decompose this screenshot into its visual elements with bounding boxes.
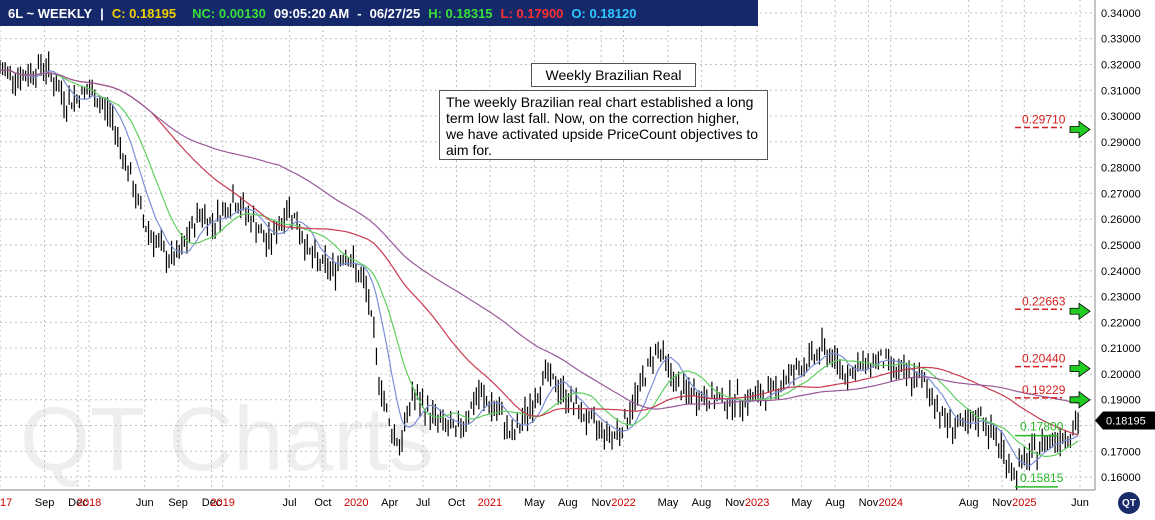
open-value: O: 0.18120 bbox=[571, 5, 637, 21]
x-tick-label: Apr bbox=[381, 497, 398, 509]
chart-title-box: Weekly Brazilian Real bbox=[531, 63, 696, 87]
x-tick-label: Jun bbox=[1071, 497, 1089, 509]
y-tick-label: 0.22000 bbox=[1101, 317, 1141, 329]
objective-arrow-icon bbox=[1069, 120, 1091, 139]
y-tick-label: 0.33000 bbox=[1101, 34, 1141, 46]
date-value: 06/27/25 bbox=[369, 5, 421, 21]
y-tick-label: 0.28000 bbox=[1101, 163, 1141, 175]
x-tick-label: May bbox=[791, 497, 812, 509]
objective-label: 0.29710 bbox=[1022, 113, 1066, 127]
green-level-label: 0.17800 bbox=[1020, 420, 1064, 434]
x-tick-label: Aug bbox=[825, 497, 845, 509]
objective-label: 0.20440 bbox=[1022, 352, 1066, 366]
y-tick-label: 0.25000 bbox=[1101, 240, 1141, 252]
time-value: 09:05:20 AM bbox=[273, 5, 350, 21]
x-tick-label: Sep bbox=[168, 497, 188, 509]
y-tick-label: 0.24000 bbox=[1101, 266, 1141, 278]
moving-average-long bbox=[0, 69, 1079, 410]
x-tick-label: Oct bbox=[314, 497, 331, 509]
y-tick-label: 0.16000 bbox=[1101, 472, 1141, 484]
x-tick-label: Nov bbox=[591, 497, 611, 509]
objective-arrow-icon bbox=[1069, 359, 1091, 378]
chart-title: Weekly Brazilian Real bbox=[545, 67, 682, 83]
x-tick-label: Jul bbox=[282, 497, 296, 509]
y-tick-label: 0.23000 bbox=[1101, 292, 1141, 304]
x-tick-label: May bbox=[524, 497, 545, 509]
objective-label: 0.19229 bbox=[1022, 383, 1066, 397]
objective-label: 0.22663 bbox=[1022, 294, 1066, 308]
y-tick-label: 0.20000 bbox=[1101, 369, 1141, 381]
x-tick-label: 2017 bbox=[0, 497, 12, 509]
x-tick-label: Aug bbox=[692, 497, 712, 509]
y-tick-label: 0.30000 bbox=[1101, 111, 1141, 123]
x-tick-label: 2019 bbox=[210, 497, 234, 509]
quote-header: 6L ~ WEEKLY | C: 0.18195 NC: 0.00130 09:… bbox=[0, 0, 758, 26]
close-value: C: 0.18195 bbox=[111, 5, 177, 21]
moving-average-slow bbox=[0, 69, 1079, 436]
x-tick-label: Aug bbox=[959, 497, 979, 509]
y-tick-label: 0.34000 bbox=[1101, 8, 1141, 20]
x-tick-label: Jun bbox=[136, 497, 154, 509]
qt-logo-icon[interactable]: QT bbox=[1118, 492, 1140, 514]
y-tick-label: 0.31000 bbox=[1101, 85, 1141, 97]
objective-arrow-icon bbox=[1069, 391, 1091, 409]
x-tick-label: Oct bbox=[448, 497, 465, 509]
x-tick-label: Nov bbox=[859, 497, 879, 509]
y-tick-label: 0.17000 bbox=[1101, 446, 1141, 458]
y-tick-label: 0.32000 bbox=[1101, 59, 1141, 71]
x-tick-label: 2023 bbox=[745, 497, 769, 509]
high-value: H: 0.18315 bbox=[428, 5, 493, 21]
x-tick-label: Dec bbox=[202, 497, 222, 509]
x-tick-label: Nov bbox=[725, 497, 745, 509]
y-tick-label: 0.19000 bbox=[1101, 395, 1141, 407]
x-tick-label: Sep bbox=[35, 497, 55, 509]
moving-average-fast bbox=[0, 69, 1079, 467]
x-tick-label: Aug bbox=[558, 497, 578, 509]
x-tick-label: 2025 bbox=[1012, 497, 1036, 509]
x-tick-label: May bbox=[658, 497, 679, 509]
y-tick-label: 0.26000 bbox=[1101, 214, 1141, 226]
low-value: L: 0.17900 bbox=[500, 5, 564, 21]
objective-arrow-icon bbox=[1069, 302, 1091, 321]
x-tick-label: 2024 bbox=[878, 497, 902, 509]
x-tick-label: 2020 bbox=[344, 497, 368, 509]
separator: | bbox=[100, 5, 104, 21]
last-price-label: 0.18195 bbox=[1106, 415, 1146, 427]
dash: - bbox=[357, 5, 362, 21]
x-tick-label: 2018 bbox=[77, 497, 101, 509]
symbol-label[interactable]: 6L ~ WEEKLY bbox=[8, 5, 93, 21]
y-tick-label: 0.27000 bbox=[1101, 188, 1141, 200]
green-level-label: 0.15815 bbox=[1020, 471, 1064, 485]
y-tick-label: 0.29000 bbox=[1101, 137, 1141, 149]
last-price-flag bbox=[1095, 411, 1155, 430]
x-tick-label: Nov bbox=[992, 497, 1012, 509]
x-tick-label: 2021 bbox=[478, 497, 502, 509]
watermark: QT Charts bbox=[20, 390, 433, 490]
y-tick-label: 0.21000 bbox=[1101, 343, 1141, 355]
x-tick-label: Dec bbox=[68, 497, 88, 509]
x-tick-label: 2022 bbox=[611, 497, 635, 509]
net-change-value: NC: 0.00130 bbox=[192, 5, 266, 21]
x-tick-label: Jul bbox=[416, 497, 430, 509]
commentary-box: The weekly Brazilian real chart establis… bbox=[439, 90, 768, 160]
